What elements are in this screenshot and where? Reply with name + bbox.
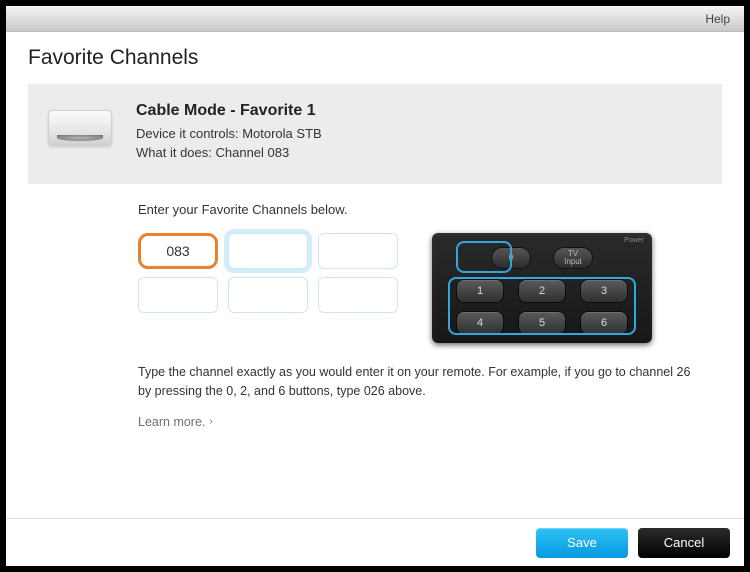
footer: Save Cancel	[6, 518, 744, 566]
form-area: Enter your Favorite Channels below. Powe…	[28, 184, 722, 431]
channel-input-3[interactable]	[318, 233, 398, 269]
cancel-button[interactable]: Cancel	[638, 528, 730, 558]
learn-more-link[interactable]: Learn more. ›	[138, 415, 213, 429]
remote-button-3: 3	[580, 279, 628, 303]
channel-input-2[interactable]	[228, 233, 308, 269]
channel-input-1[interactable]	[138, 233, 218, 269]
remote-button-4: 4	[456, 311, 504, 335]
page-title: Favorite Channels	[28, 46, 722, 70]
remote-button-6: 6	[580, 311, 628, 335]
device-thumbnail	[48, 110, 112, 146]
content-area: Favorite Channels Cable Mode - Favorite …	[6, 32, 744, 518]
chevron-right-icon: ›	[209, 416, 212, 427]
learn-more-label: Learn more.	[138, 415, 205, 429]
does-value: Channel 083	[215, 145, 289, 160]
channel-input-5[interactable]	[228, 277, 308, 313]
does-line: What it does: Channel 083	[136, 145, 322, 160]
remote-button-2: 2	[518, 279, 566, 303]
help-text: Type the channel exactly as you would en…	[138, 363, 698, 401]
summary-text: Cable Mode - Favorite 1 Device it contro…	[136, 102, 322, 164]
form-prompt: Enter your Favorite Channels below.	[138, 202, 722, 217]
remote-button-5: 5	[518, 311, 566, 335]
remote-button-1: 1	[456, 279, 504, 303]
does-label: What it does:	[136, 145, 215, 160]
controls-label: Device it controls:	[136, 126, 242, 141]
channel-input-4[interactable]	[138, 277, 218, 313]
app-window: Help Favorite Channels Cable Mode - Favo…	[6, 6, 744, 566]
remote-top-button-1: TV Input	[553, 247, 593, 269]
titlebar: Help	[6, 6, 744, 32]
controls-line: Device it controls: Motorola STB	[136, 126, 322, 141]
remote-top-button-0: 0	[491, 247, 531, 269]
summary-panel: Cable Mode - Favorite 1 Device it contro…	[28, 84, 722, 184]
controls-value: Motorola STB	[242, 126, 321, 141]
mode-title: Cable Mode - Favorite 1	[136, 102, 322, 120]
channel-input-grid	[138, 233, 398, 313]
remote-illustration: Power 0 TV Input 123 456	[432, 233, 652, 343]
save-button[interactable]: Save	[536, 528, 628, 558]
entry-row: Power 0 TV Input 123 456	[138, 233, 722, 343]
remote-power-label: Power	[624, 237, 644, 244]
channel-input-6[interactable]	[318, 277, 398, 313]
help-link[interactable]: Help	[705, 12, 730, 26]
